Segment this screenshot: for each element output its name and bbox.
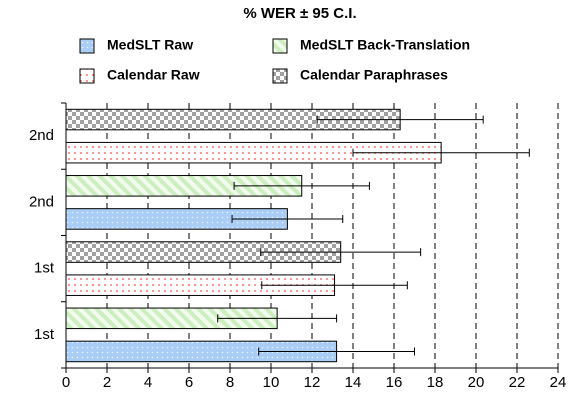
y-tick-label: 2nd — [29, 127, 54, 144]
legend-label: Calendar Paraphrases — [300, 67, 448, 83]
chart-title: % WER ± 95 C.I. — [243, 5, 356, 22]
y-tick-label: 1st — [34, 260, 55, 277]
error-bar — [258, 347, 415, 356]
legend-swatch — [79, 68, 95, 84]
x-tick-label: 14 — [345, 374, 362, 391]
error-bar — [260, 248, 422, 257]
x-tick-label: 18 — [427, 374, 444, 391]
x-tick-label: 10 — [263, 374, 280, 391]
x-tick-label: 22 — [509, 374, 526, 391]
legend-swatch — [272, 38, 288, 54]
legend-label: Calendar Raw — [107, 67, 200, 83]
x-tick-label: 2 — [103, 374, 111, 391]
y-tick-label: 2nd — [29, 193, 54, 210]
x-tick-label: 12 — [304, 374, 321, 391]
error-bar — [231, 214, 344, 223]
x-tick-label: 4 — [144, 374, 152, 391]
error-bar — [352, 148, 530, 157]
y-tick-label: 1st — [34, 326, 55, 343]
x-tick-label: 6 — [185, 374, 193, 391]
error-bar — [217, 314, 338, 323]
legend-swatch — [79, 38, 95, 54]
legend-label: MedSLT Raw — [107, 37, 193, 53]
x-tick-label: 20 — [468, 374, 485, 391]
x-tick-label: 8 — [226, 374, 234, 391]
x-tick-label: 16 — [386, 374, 403, 391]
error-bar — [261, 281, 408, 290]
error-bar — [316, 115, 484, 124]
x-tick-label: 24 — [550, 374, 567, 391]
legend-label: MedSLT Back-Translation — [300, 37, 470, 53]
legend-swatch — [272, 68, 288, 84]
error-bar — [233, 181, 370, 190]
x-tick-label: 0 — [62, 374, 70, 391]
